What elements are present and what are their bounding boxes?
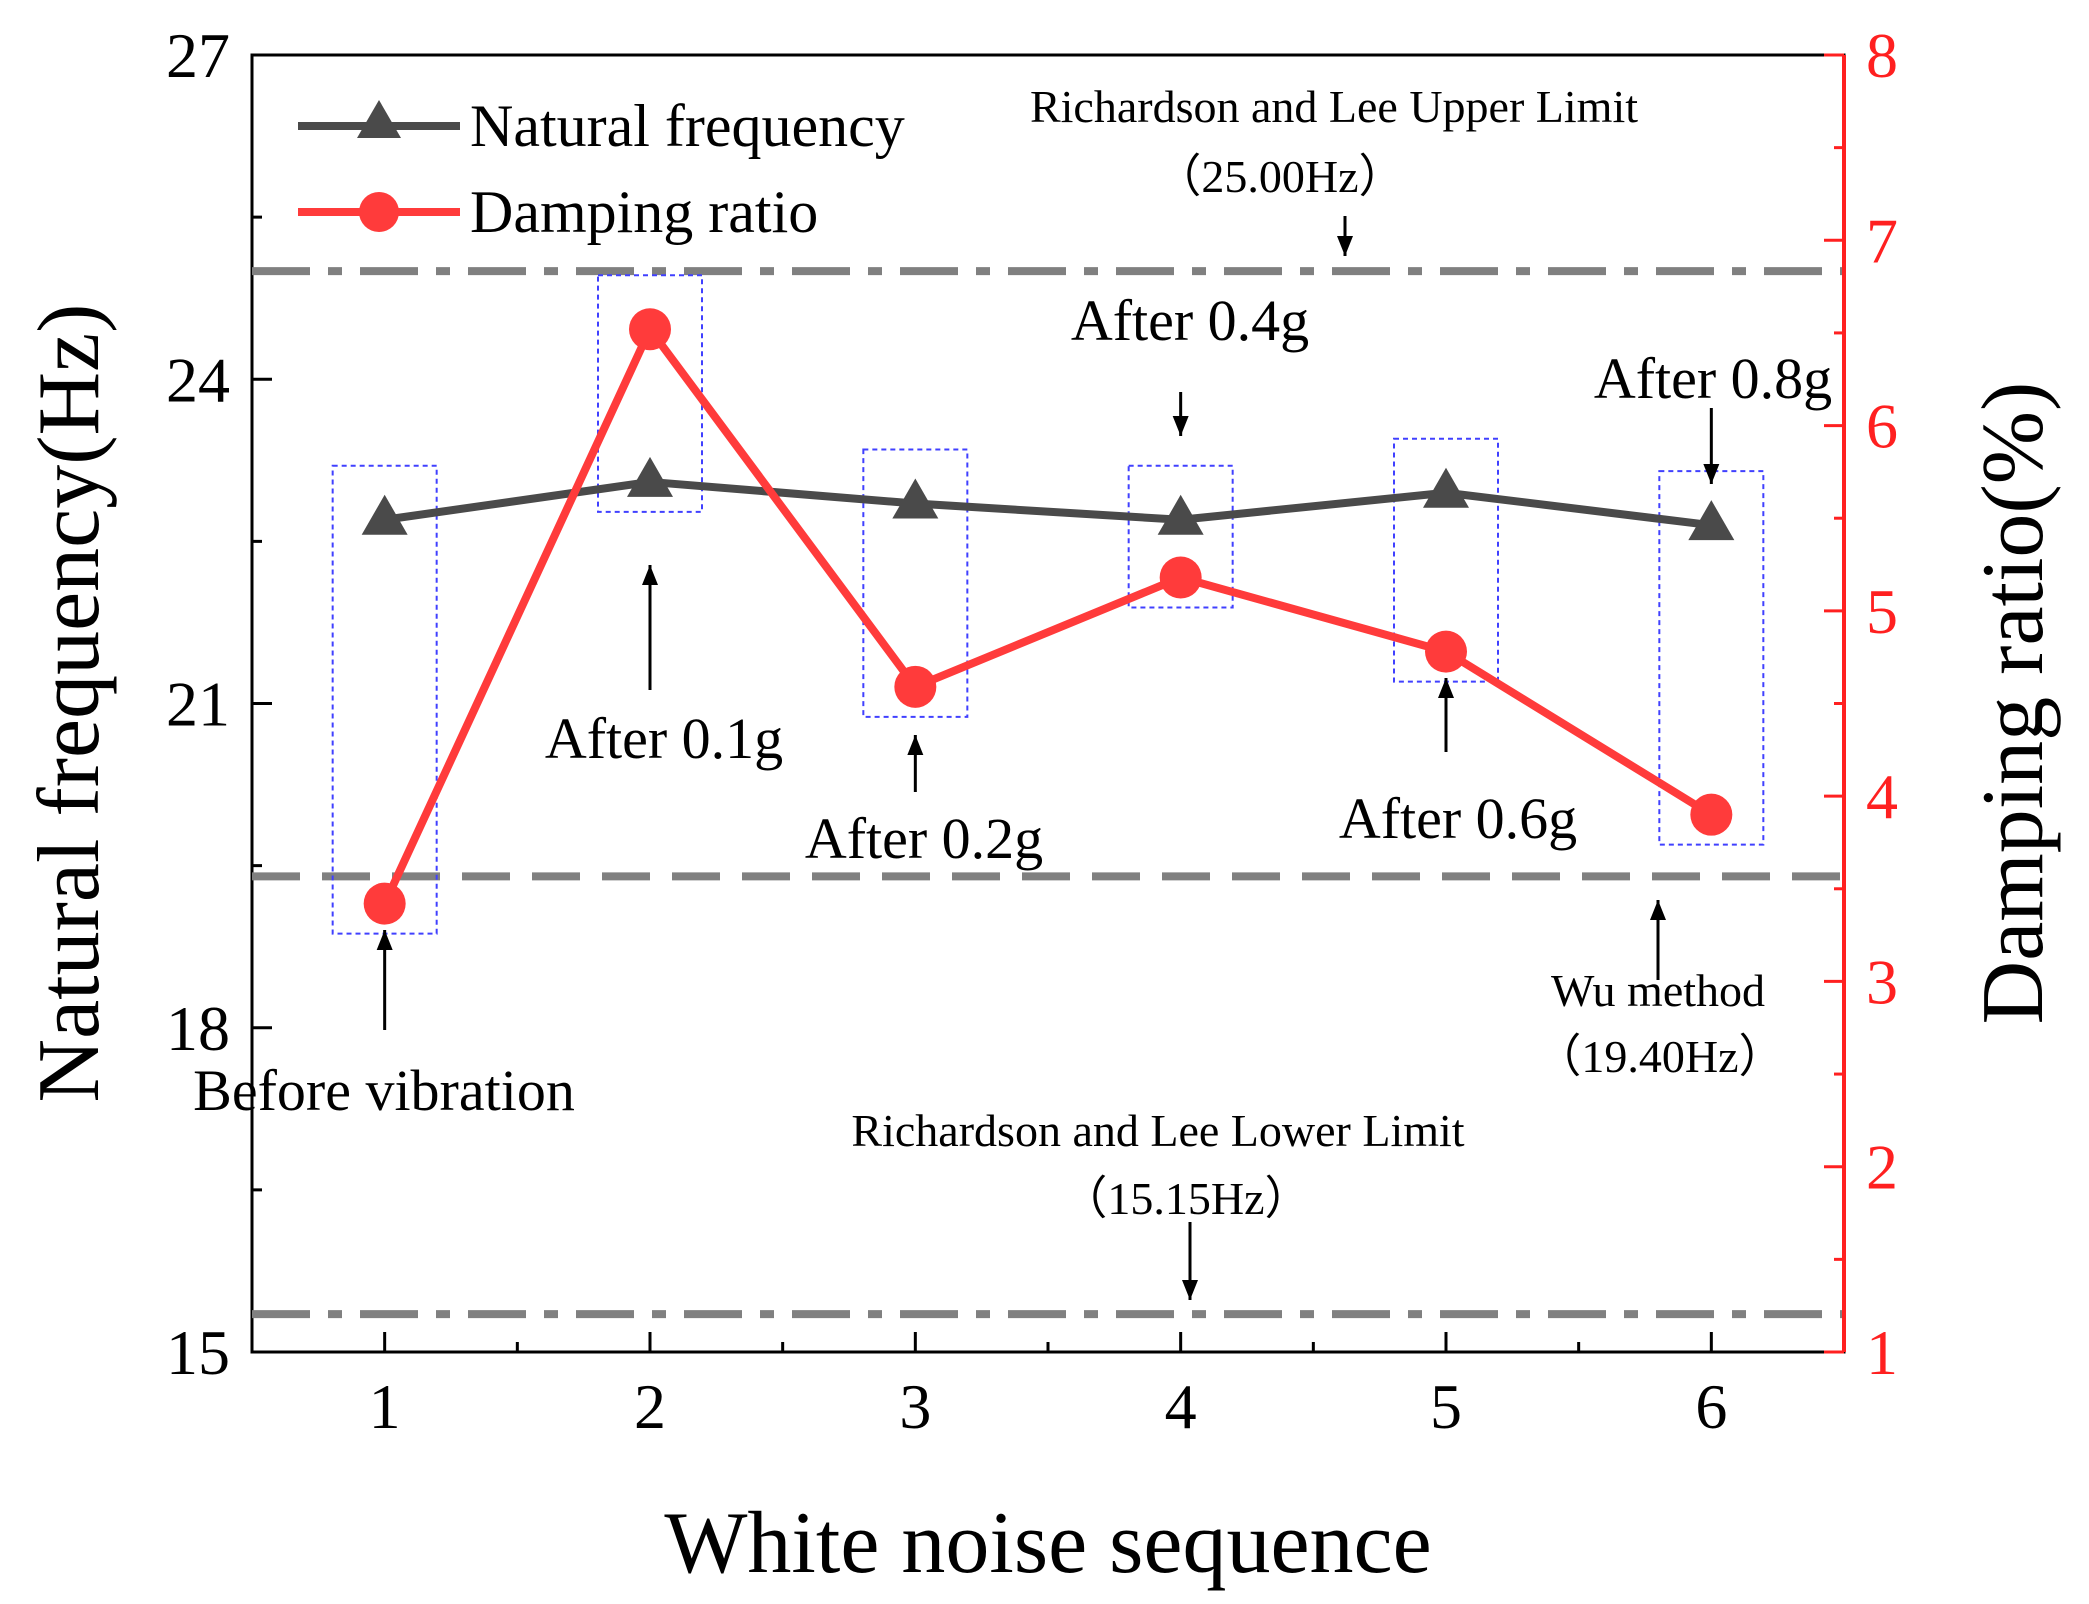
highlight-box bbox=[1127, 464, 1234, 609]
x-tick-label: 1 bbox=[369, 1371, 401, 1442]
highlight-box bbox=[862, 448, 969, 718]
legend-label-damping-ratio: Damping ratio bbox=[470, 179, 818, 245]
series-line-damping-ratio bbox=[381, 325, 1714, 906]
annotation-label-5: After 0.6g bbox=[1339, 786, 1577, 851]
y-left-tick-label: 18 bbox=[166, 993, 230, 1064]
data-point-damping-ratio-4 bbox=[1159, 556, 1202, 599]
data-point-natural-frequency-1 bbox=[361, 494, 408, 535]
ref-label-wu: Wu method bbox=[1551, 965, 1765, 1016]
ref-label-upper: Richardson and Lee Upper Limit bbox=[1030, 81, 1638, 132]
data-point-natural-frequency-4 bbox=[1157, 494, 1204, 535]
y-right-tick-label: 7 bbox=[1866, 205, 1898, 276]
annotation-label-2: After 0.1g bbox=[545, 706, 783, 771]
x-tick-label: 5 bbox=[1430, 1371, 1462, 1442]
y-right-tick-label: 6 bbox=[1866, 391, 1898, 462]
plot-frame bbox=[250, 53, 1846, 1354]
data-point-natural-frequency-6 bbox=[1688, 500, 1735, 541]
highlight-box bbox=[1658, 470, 1765, 846]
annotation-label-4: After 0.4g bbox=[1071, 288, 1309, 353]
annotation-label-6: After 0.8g bbox=[1594, 346, 1832, 411]
annotation-label-1: Before vibration bbox=[193, 1058, 575, 1123]
annotation-arrow-4-head-icon bbox=[1172, 416, 1189, 436]
annotation-label-3: After 0.2g bbox=[805, 806, 1043, 871]
ref-arrow-lower-head-icon bbox=[1182, 1280, 1198, 1300]
legend: Natural frequency Damping ratio bbox=[298, 93, 905, 245]
data-point-natural-frequency-3 bbox=[892, 478, 939, 519]
legend-marker-circle-icon bbox=[359, 192, 399, 232]
y-axis-title-right: Damping ratio(%) bbox=[1965, 382, 2062, 1025]
x-tick-label: 2 bbox=[634, 1371, 666, 1442]
data-point-damping-ratio-1 bbox=[363, 882, 406, 925]
data-point-damping-ratio-5 bbox=[1425, 630, 1467, 673]
series-line-natural-frequency bbox=[384, 477, 1712, 530]
ref-sublabel-lower: （15.15Hz） bbox=[1061, 1173, 1310, 1224]
ref-sublabel-upper: （25.00Hz） bbox=[1155, 151, 1404, 202]
annotation-arrow-1-head-icon bbox=[376, 930, 393, 950]
series-layer bbox=[361, 308, 1735, 925]
y-axis-title-left: Natural frequency(Hz) bbox=[21, 304, 118, 1103]
data-point-damping-ratio-6 bbox=[1690, 793, 1733, 836]
y-right-tick-label: 2 bbox=[1866, 1132, 1898, 1203]
reference-lines bbox=[252, 267, 1844, 1319]
y-right-tick-label: 8 bbox=[1866, 20, 1898, 91]
annotation-arrow-5-head-icon bbox=[1438, 678, 1454, 698]
x-axis-title: White noise sequence bbox=[664, 1495, 1431, 1592]
ref-arrow-wu-head-icon bbox=[1650, 900, 1666, 920]
y-right-tick-label: 4 bbox=[1866, 761, 1898, 832]
data-point-natural-frequency-2 bbox=[627, 456, 673, 497]
ref-sublabel-wu: （19.40Hz） bbox=[1535, 1031, 1784, 1082]
data-point-damping-ratio-3 bbox=[894, 665, 937, 708]
ref-label-lower: Richardson and Lee Lower Limit bbox=[851, 1105, 1464, 1156]
annotation-arrow-3-head-icon bbox=[907, 735, 924, 755]
legend-marker-triangle-icon bbox=[357, 100, 401, 138]
highlight-box bbox=[331, 464, 438, 935]
axes-layer: 1 2 3 4 5 6 15 18 21 24 27 1 2 3 4 5 6 7 8 bbox=[166, 20, 1898, 1442]
annotation-layer: Before vibration After 0.1g After 0.2g Afte… bbox=[193, 216, 1832, 1300]
y-left-tick-label: 15 bbox=[166, 1317, 230, 1388]
y-left-tick-label: 21 bbox=[166, 669, 230, 740]
x-tick-label: 4 bbox=[1165, 1371, 1197, 1442]
y-left-tick-label: 27 bbox=[166, 20, 230, 91]
y-right-tick-label: 1 bbox=[1866, 1317, 1898, 1388]
data-point-natural-frequency-5 bbox=[1423, 467, 1469, 508]
x-tick-label: 6 bbox=[1695, 1371, 1727, 1442]
y-right-tick-label: 5 bbox=[1866, 576, 1898, 647]
y-left-tick-label: 24 bbox=[166, 344, 230, 415]
plot-area bbox=[250, 53, 1846, 1354]
annotation-arrow-2-head-icon bbox=[642, 565, 658, 585]
ref-arrow-upper-head-icon bbox=[1337, 236, 1353, 256]
x-tick-label: 3 bbox=[899, 1371, 931, 1442]
legend-label-natural-frequency: Natural frequency bbox=[470, 93, 905, 159]
data-point-damping-ratio-2 bbox=[629, 308, 671, 351]
annotation-arrow-6-head-icon bbox=[1703, 464, 1720, 484]
y-right-tick-label: 3 bbox=[1866, 946, 1898, 1017]
